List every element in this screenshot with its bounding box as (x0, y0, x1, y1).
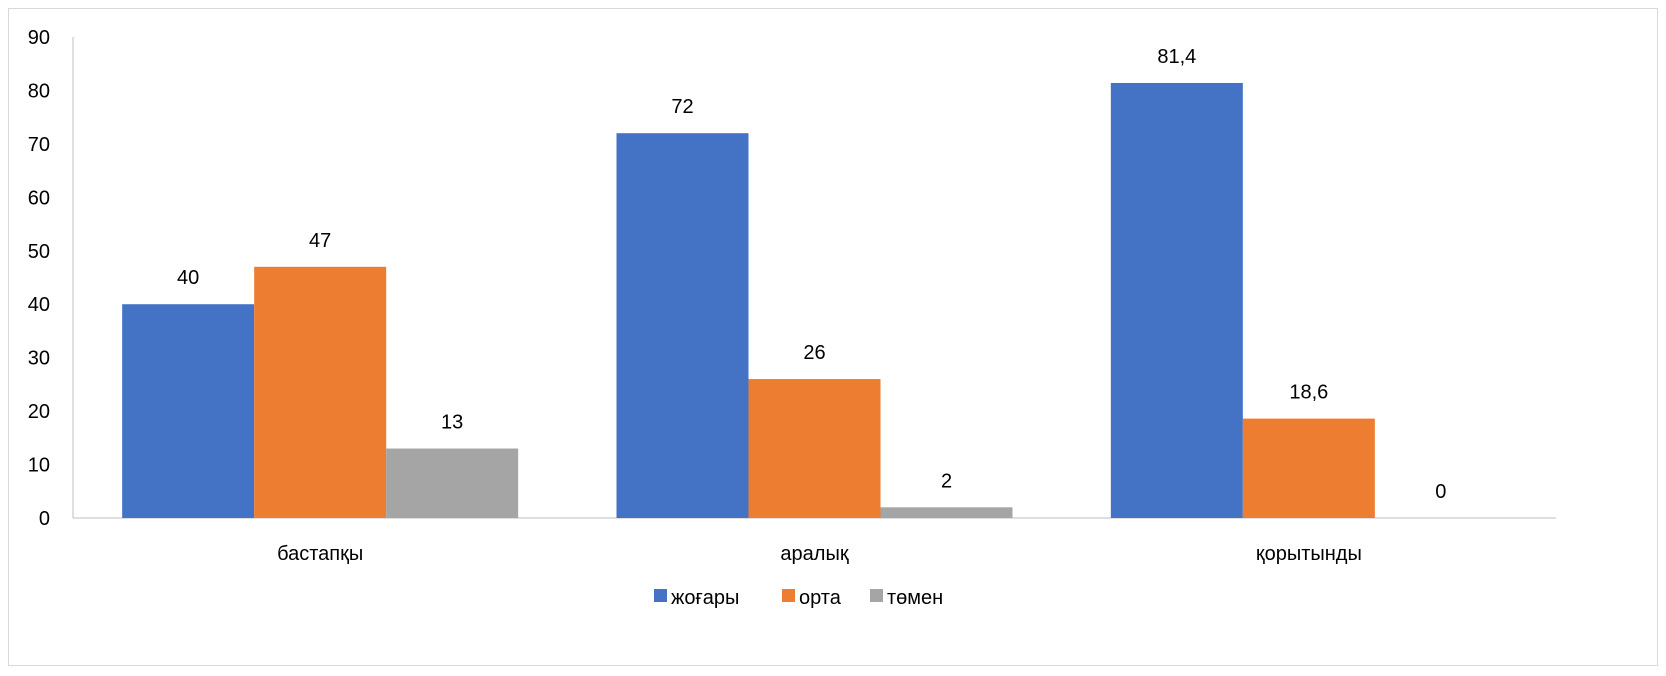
y-tick-label: 40 (28, 294, 50, 316)
bar (616, 133, 749, 518)
legend-swatch (870, 589, 883, 602)
data-label: 2 (941, 470, 952, 492)
y-tick-label: 20 (28, 401, 50, 423)
x-tick-label: бастапқы (277, 543, 363, 565)
x-tick-label: қорытынды (1256, 543, 1362, 565)
data-label: 18,6 (1289, 382, 1328, 404)
data-label: 0 (1435, 481, 1446, 503)
data-label: 13 (441, 412, 463, 434)
bar (254, 266, 387, 518)
data-label: 26 (803, 342, 825, 364)
y-tick-label: 90 (28, 27, 50, 49)
bar (880, 507, 1013, 518)
y-tick-label: 60 (28, 187, 50, 209)
legend-label: төмен (887, 587, 943, 609)
data-label: 47 (309, 230, 331, 252)
bar (386, 448, 519, 518)
legend-swatch (654, 589, 667, 602)
x-tick-label: аралық (780, 543, 848, 565)
legend-label: жоғары (671, 587, 739, 609)
bar (1242, 418, 1375, 518)
bar (122, 304, 255, 518)
y-tick-label: 70 (28, 134, 50, 156)
bar (748, 379, 881, 518)
data-label: 81,4 (1157, 46, 1196, 68)
y-tick-label: 30 (28, 348, 50, 370)
bar (1110, 82, 1243, 518)
data-label: 72 (671, 96, 693, 118)
y-tick-label: 0 (39, 508, 50, 530)
y-tick-label: 10 (28, 455, 50, 477)
legend-swatch (782, 589, 795, 602)
y-tick-label: 50 (28, 241, 50, 263)
data-label: 40 (177, 267, 199, 289)
legend-label: орта (799, 587, 842, 609)
y-tick-label: 80 (28, 80, 50, 102)
